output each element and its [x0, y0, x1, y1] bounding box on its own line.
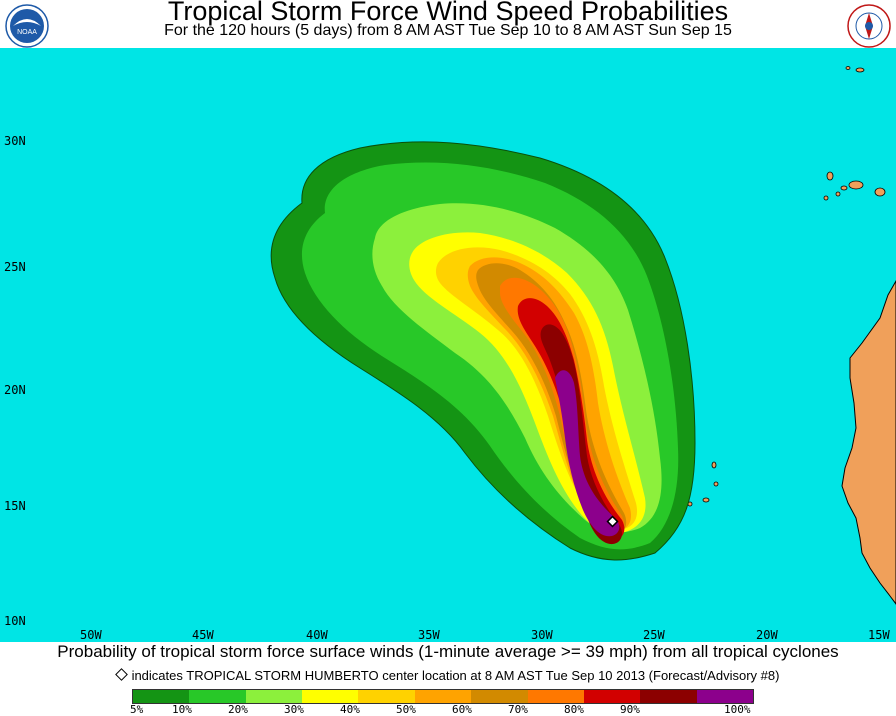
- legend-label-100: 100%: [724, 703, 751, 716]
- lat-label-15n: 15N: [4, 499, 26, 513]
- lon-label-45w: 45W: [192, 628, 214, 642]
- legend-swatch-100: [696, 690, 753, 703]
- legend-label-10: 10%: [172, 703, 192, 716]
- legend-label-40: 40%: [340, 703, 360, 716]
- legend-label-90: 90%: [620, 703, 640, 716]
- legend-label-20: 20%: [228, 703, 248, 716]
- lon-label-40w: 40W: [306, 628, 328, 642]
- africa-land: [841, 279, 896, 605]
- lon-label-35w: 35W: [418, 628, 440, 642]
- legend-label-60: 60%: [452, 703, 472, 716]
- legend-swatch-5: [133, 690, 190, 703]
- lat-label-25n: 25N: [4, 260, 26, 274]
- legend-swatch-10: [189, 690, 246, 703]
- diamond-legend-icon: [114, 668, 128, 681]
- probability-map: [0, 48, 896, 642]
- legend-swatch-80: [583, 690, 641, 703]
- lon-label-25w: 25W: [643, 628, 665, 642]
- legend-label-80: 80%: [564, 703, 584, 716]
- contour-100: [555, 370, 620, 537]
- legend-label-50: 50%: [396, 703, 416, 716]
- map-title: Tropical Storm Force Wind Speed Probabil…: [167, 0, 729, 26]
- probability-contours: [270, 141, 696, 561]
- lon-label-20w: 20W: [756, 628, 778, 642]
- legend-swatch-40: [358, 690, 415, 703]
- lon-label-30w: 30W: [531, 628, 553, 642]
- legend-swatch-20: [245, 690, 303, 703]
- noaa-logo-icon: NOAA: [5, 4, 49, 48]
- storm-indicator-text: indicates TROPICAL STORM HUMBERTO center…: [131, 668, 780, 683]
- noaa-logo-text: NOAA: [17, 29, 37, 36]
- lat-label-20n: 20N: [4, 383, 26, 397]
- legend-swatch-50: [414, 690, 472, 703]
- legend-swatch-70: [527, 690, 584, 703]
- map-subtitle: For the 120 hours (5 days) from 8 AM AST…: [164, 22, 732, 39]
- storm-indicator: indicates TROPICAL STORM HUMBERTO center…: [0, 668, 896, 683]
- legend-label-30: 30%: [284, 703, 304, 716]
- legend-label-70: 70%: [508, 703, 528, 716]
- lon-label-15w: 15W: [868, 628, 890, 642]
- canary-islands: [823, 66, 886, 201]
- lon-label-50w: 50W: [80, 628, 102, 642]
- legend-swatch-30: [302, 690, 359, 703]
- legend-label-5: 5%: [130, 703, 144, 716]
- legend-swatch-60: [471, 690, 528, 703]
- lat-label-10n: 10N: [4, 614, 26, 628]
- legend-swatch-90: [640, 690, 697, 703]
- map-caption: Probability of tropical storm force surf…: [57, 642, 839, 661]
- diamond-marker-icon: [606, 515, 619, 528]
- probability-legend: [132, 689, 754, 704]
- lat-label-30n: 30N: [4, 134, 26, 148]
- nws-logo-icon: [847, 4, 891, 48]
